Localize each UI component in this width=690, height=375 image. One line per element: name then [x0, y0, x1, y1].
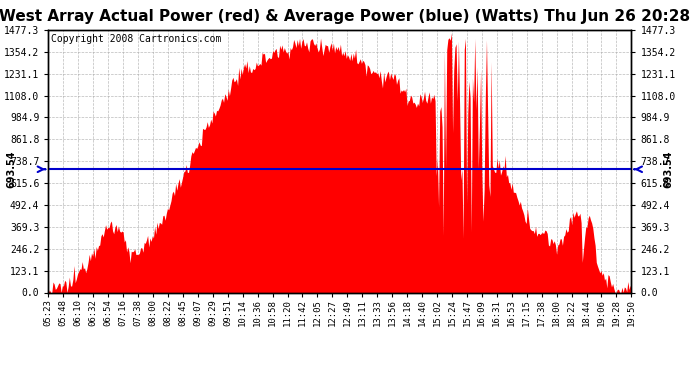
Text: 693.54: 693.54 [663, 150, 673, 188]
Text: Copyright 2008 Cartronics.com: Copyright 2008 Cartronics.com [51, 34, 221, 44]
Text: West Array Actual Power (red) & Average Power (blue) (Watts) Thu Jun 26 20:28: West Array Actual Power (red) & Average … [0, 9, 690, 24]
Text: 693.54: 693.54 [6, 150, 17, 188]
